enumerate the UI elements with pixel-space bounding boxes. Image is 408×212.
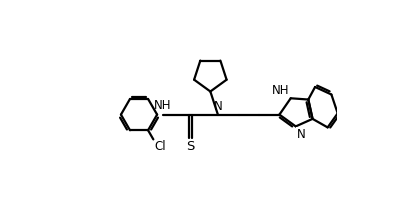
Text: Cl: Cl bbox=[154, 140, 166, 153]
Text: S: S bbox=[186, 141, 195, 153]
Text: NH: NH bbox=[272, 84, 290, 97]
Text: NH: NH bbox=[154, 99, 171, 112]
Text: N: N bbox=[297, 128, 306, 141]
Text: N: N bbox=[213, 100, 222, 113]
